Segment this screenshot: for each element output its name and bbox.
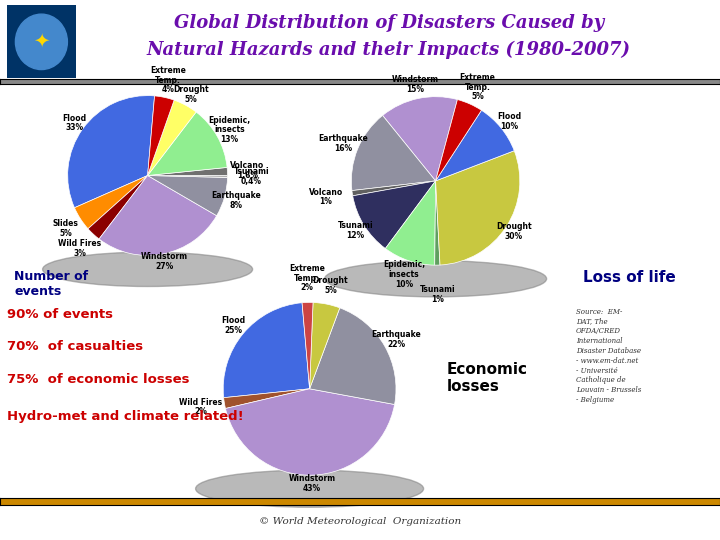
Text: Drought
5%: Drought 5% — [174, 85, 209, 104]
Text: Tsunami
0,4%: Tsunami 0,4% — [234, 167, 269, 186]
Text: Windstorm
43%: Windstorm 43% — [288, 475, 336, 493]
Wedge shape — [302, 302, 313, 389]
Wedge shape — [88, 176, 148, 239]
Wedge shape — [310, 302, 340, 389]
Text: Tsunami
12%: Tsunami 12% — [338, 221, 373, 240]
Wedge shape — [436, 151, 520, 265]
Text: Hydro-met and climate related!: Hydro-met and climate related! — [7, 410, 244, 423]
Wedge shape — [352, 181, 436, 196]
Wedge shape — [385, 181, 436, 265]
Text: Number of
events: Number of events — [14, 270, 89, 298]
Text: Extreme
Temp.
4%: Extreme Temp. 4% — [150, 66, 186, 94]
Wedge shape — [74, 176, 148, 229]
Text: 70%  of casualties: 70% of casualties — [7, 340, 143, 353]
Wedge shape — [148, 167, 228, 176]
Ellipse shape — [196, 470, 423, 507]
Wedge shape — [435, 181, 440, 265]
Text: Volcano
1%: Volcano 1% — [308, 188, 343, 206]
Wedge shape — [382, 97, 457, 181]
Wedge shape — [148, 112, 227, 176]
Text: Drought
5%: Drought 5% — [312, 276, 348, 295]
Wedge shape — [148, 96, 174, 176]
Wedge shape — [310, 308, 396, 404]
Wedge shape — [148, 176, 228, 178]
Text: Epidemic,
insects
13%: Epidemic, insects 13% — [208, 116, 251, 144]
Text: Earthquake
16%: Earthquake 16% — [319, 134, 369, 153]
Text: Flood
10%: Flood 10% — [497, 112, 521, 131]
Wedge shape — [223, 303, 310, 397]
Text: Flood
25%: Flood 25% — [221, 316, 245, 335]
Text: Windstorm
27%: Windstorm 27% — [141, 252, 188, 271]
Text: Extreme
Temp.
5%: Extreme Temp. 5% — [459, 73, 495, 101]
Wedge shape — [351, 116, 436, 191]
Wedge shape — [148, 176, 228, 215]
Text: Slides
5%: Slides 5% — [53, 219, 78, 238]
Text: Global Distribution of Disasters Caused by: Global Distribution of Disasters Caused … — [174, 14, 604, 31]
Text: Wild Fires
3%: Wild Fires 3% — [58, 239, 102, 258]
Wedge shape — [148, 100, 196, 176]
Text: Economic
losses: Economic losses — [446, 362, 527, 394]
Text: Windstorm
15%: Windstorm 15% — [392, 75, 438, 94]
Text: Flood
33%: Flood 33% — [62, 113, 86, 132]
Text: © World Meteorological  Organization: © World Meteorological Organization — [259, 517, 461, 526]
Wedge shape — [224, 389, 310, 408]
Text: Source:  EM-
DAT, The
OFDA/CRED
International
Disaster Database
- www.em-dat.net: Source: EM- DAT, The OFDA/CRED Internati… — [576, 308, 642, 404]
Wedge shape — [99, 176, 217, 255]
Wedge shape — [436, 110, 514, 181]
Ellipse shape — [42, 252, 253, 287]
Text: Volcano
1,6%: Volcano 1,6% — [230, 161, 264, 180]
Text: Drought
30%: Drought 30% — [496, 222, 532, 241]
Text: Earthquake
22%: Earthquake 22% — [372, 330, 421, 349]
Wedge shape — [353, 181, 436, 248]
Text: Wild Fires
2%: Wild Fires 2% — [179, 398, 222, 416]
Wedge shape — [436, 99, 482, 181]
Text: Tsunami
1%: Tsunami 1% — [420, 285, 456, 304]
Text: 75%  of economic losses: 75% of economic losses — [7, 373, 189, 386]
Text: Extreme
Temp.
2%: Extreme Temp. 2% — [289, 264, 325, 293]
Text: Loss of life: Loss of life — [583, 270, 676, 285]
Text: 90% of events: 90% of events — [7, 308, 113, 321]
Text: Epidemic,
insects
10%: Epidemic, insects 10% — [383, 260, 426, 288]
Ellipse shape — [325, 261, 546, 297]
Text: Earthquake
8%: Earthquake 8% — [211, 191, 261, 210]
Wedge shape — [225, 389, 395, 475]
Circle shape — [15, 14, 68, 70]
Text: Natural Hazards and their Impacts (1980-2007): Natural Hazards and their Impacts (1980-… — [147, 40, 631, 59]
Text: ✦: ✦ — [33, 31, 50, 50]
Wedge shape — [68, 96, 155, 208]
